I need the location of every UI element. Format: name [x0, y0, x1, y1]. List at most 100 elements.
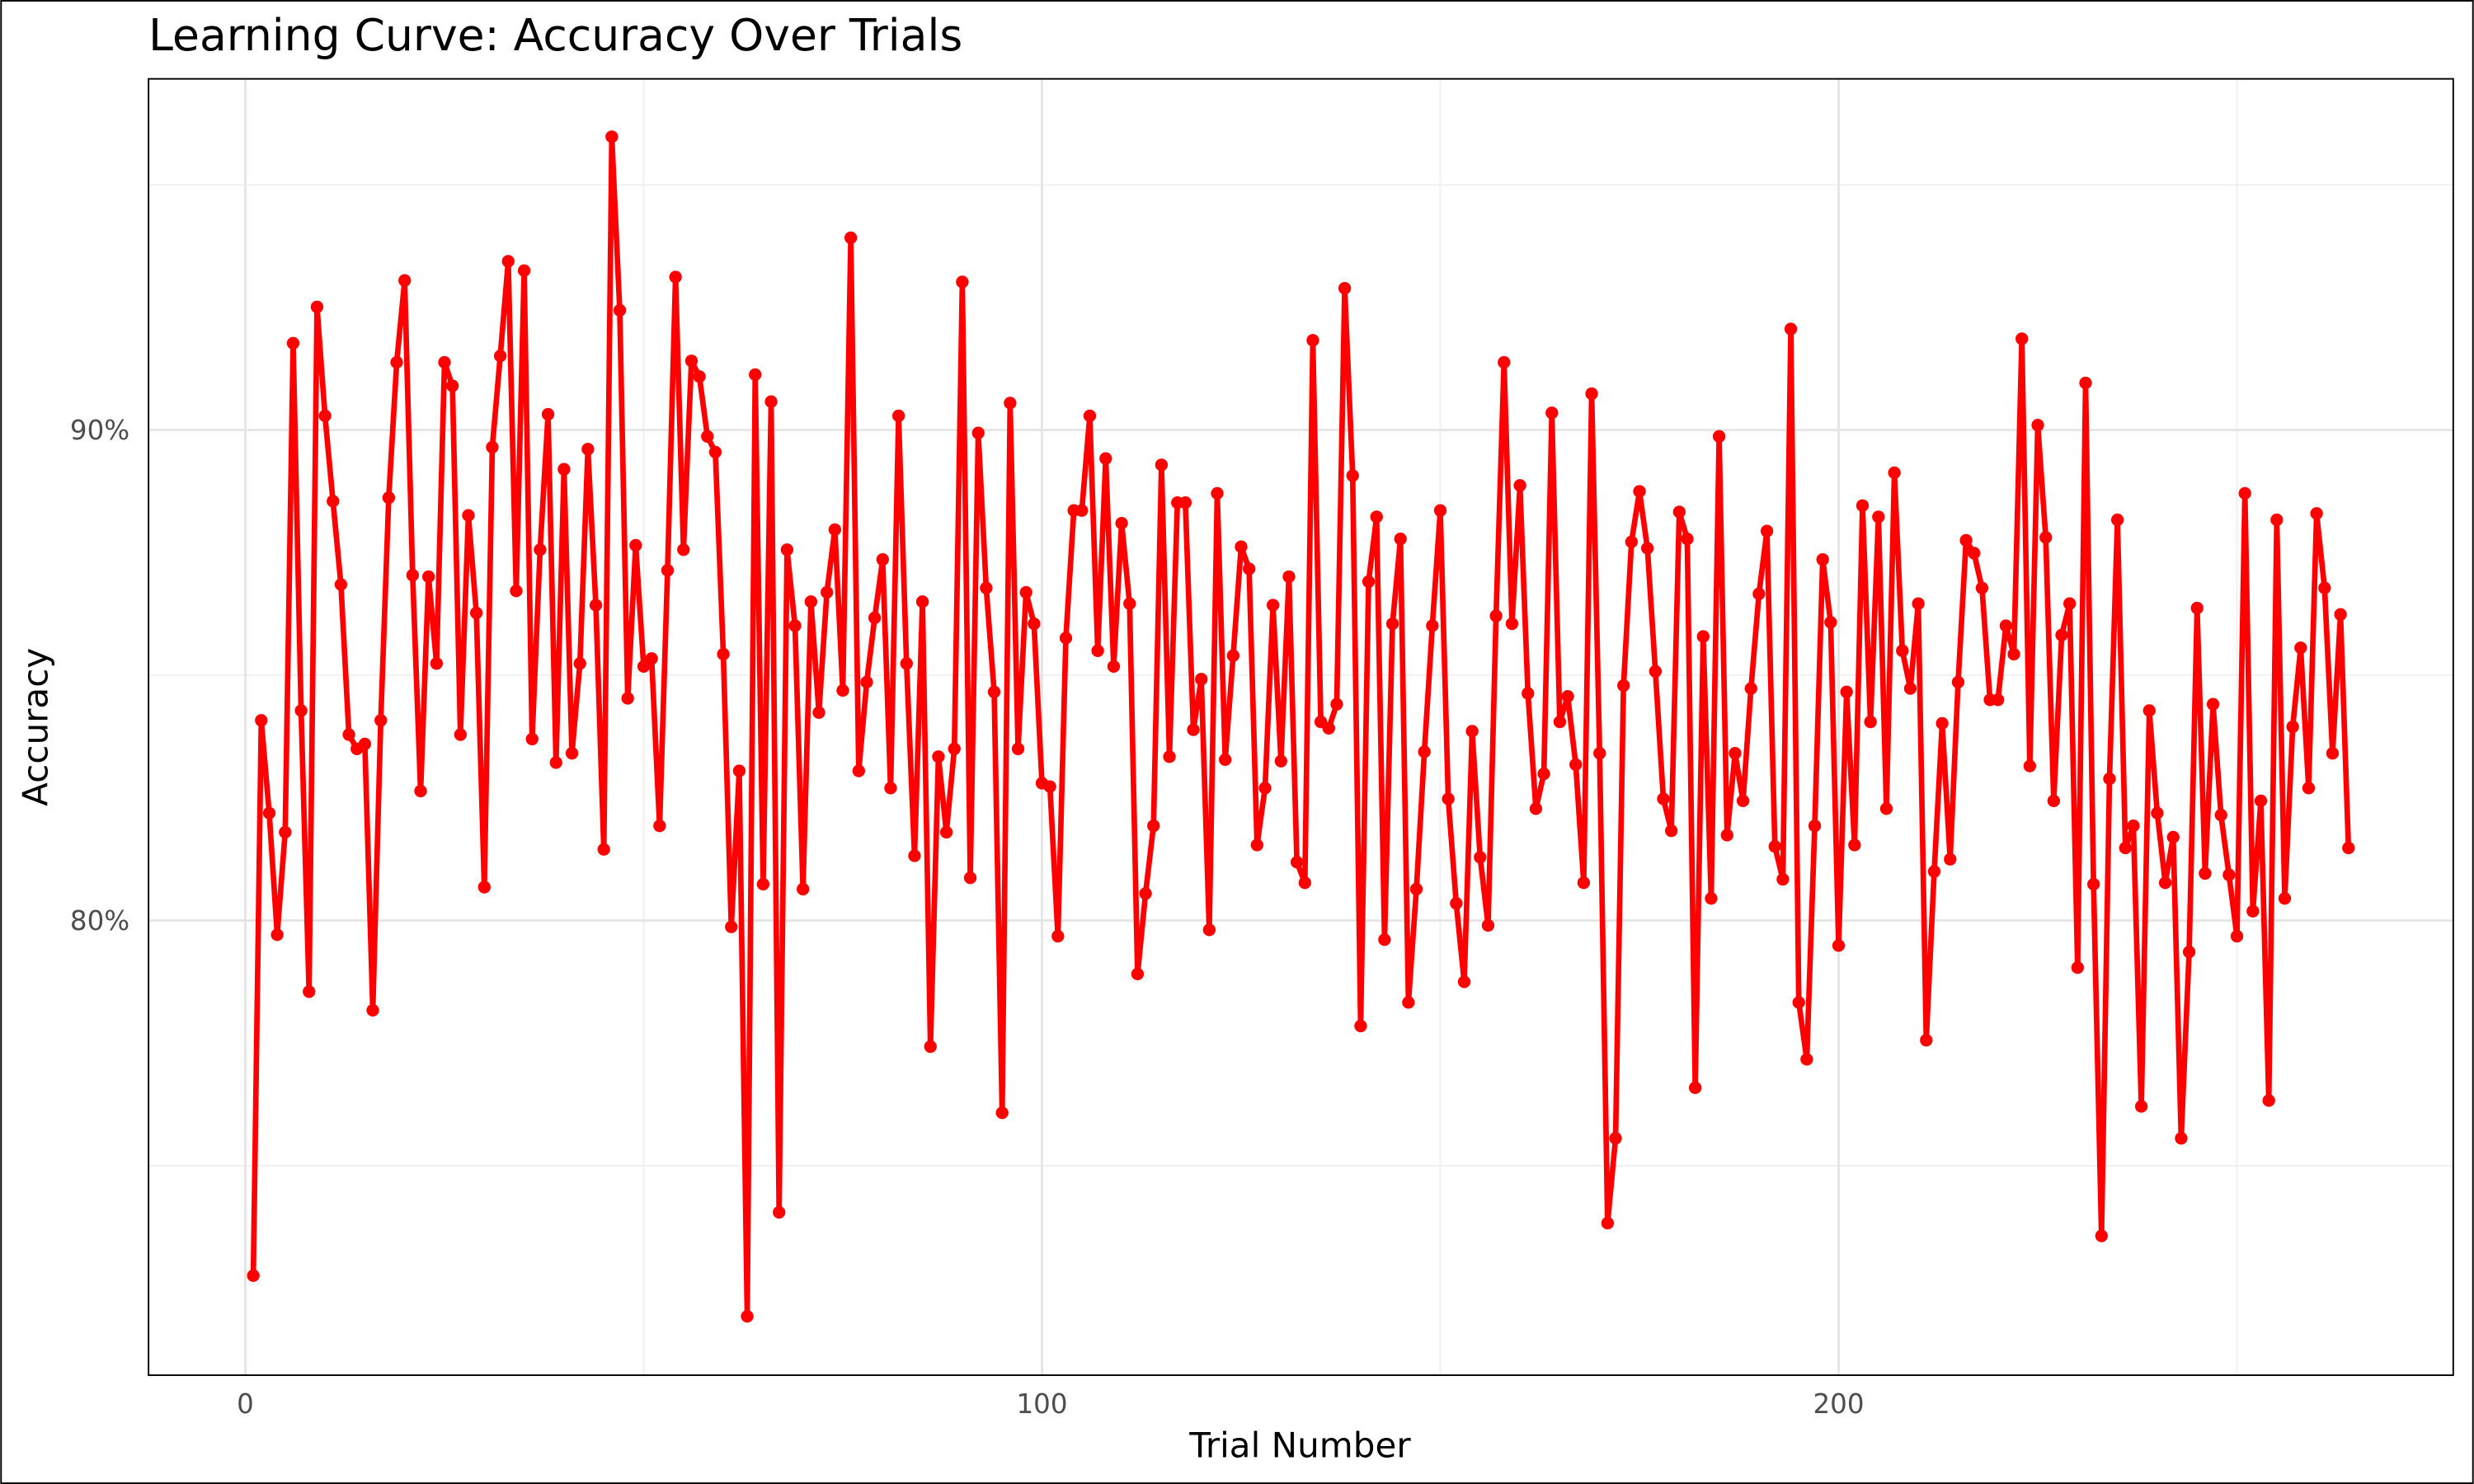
x-tick-label: 100 — [1016, 1388, 1067, 1420]
data-point — [1290, 856, 1304, 869]
data-point — [510, 585, 523, 598]
data-point — [366, 1003, 379, 1017]
data-point — [1123, 597, 1136, 610]
data-point — [1226, 649, 1240, 662]
data-point — [1394, 533, 1407, 546]
data-point — [2246, 904, 2260, 918]
data-point — [1059, 632, 1073, 645]
data-point — [1888, 466, 1901, 480]
data-point — [501, 255, 515, 268]
data-point — [2302, 782, 2316, 795]
data-point — [1585, 387, 1598, 401]
data-point — [788, 619, 802, 632]
data-point — [836, 683, 849, 697]
data-point — [1577, 876, 1591, 890]
data-point — [1522, 687, 1535, 700]
data-point — [446, 379, 459, 392]
data-point — [255, 714, 268, 727]
data-point — [1641, 542, 1654, 555]
data-point — [334, 578, 348, 591]
data-point — [605, 130, 618, 143]
data-point — [1362, 575, 1376, 589]
y-axis-title: Accuracy — [16, 648, 56, 806]
data-point — [270, 928, 284, 942]
data-point — [725, 920, 738, 933]
data-point — [1529, 802, 1543, 815]
data-point — [1282, 570, 1296, 584]
data-point — [327, 495, 340, 508]
data-point — [1696, 630, 1710, 643]
data-point — [637, 660, 651, 674]
data-point — [2127, 819, 2140, 833]
y-tick-label: 80% — [70, 905, 129, 937]
data-point — [1178, 496, 1192, 510]
data-point — [2318, 581, 2331, 594]
data-point — [1330, 697, 1343, 711]
data-point — [1959, 533, 1973, 547]
data-point — [2055, 628, 2068, 641]
data-point — [1824, 616, 1837, 629]
data-line — [250, 134, 2352, 1319]
data-point — [932, 750, 945, 763]
data-point — [900, 657, 913, 670]
data-point — [1338, 282, 1352, 295]
data-point — [1187, 723, 1200, 736]
data-point — [541, 407, 555, 421]
data-point — [1465, 725, 1479, 738]
data-point — [2071, 960, 2084, 974]
data-point — [1879, 802, 1893, 815]
data-point — [2166, 830, 2180, 844]
data-point — [1354, 1019, 1367, 1033]
data-point — [2142, 704, 2156, 717]
data-point — [2310, 507, 2323, 520]
data-point — [1147, 819, 1160, 833]
data-point — [1561, 689, 1574, 703]
data-point — [1768, 840, 1781, 853]
data-point — [621, 692, 634, 705]
data-point — [732, 764, 746, 777]
data-point — [1705, 892, 1718, 905]
data-point — [1951, 675, 1965, 689]
data-point — [486, 440, 499, 454]
data-point — [1243, 562, 1256, 575]
data-point — [1489, 609, 1503, 622]
data-point — [294, 704, 308, 717]
data-point — [2214, 808, 2227, 822]
data-point — [948, 742, 961, 755]
data-point — [1999, 619, 2013, 632]
data-point — [390, 355, 403, 369]
data-point — [2175, 1132, 2188, 1145]
data-point — [1385, 617, 1399, 631]
data-point — [2023, 759, 2037, 773]
data-point — [1808, 819, 1822, 833]
data-point — [2015, 332, 2029, 345]
data-point — [2199, 866, 2212, 881]
data-point — [1155, 458, 1169, 472]
data-point — [534, 543, 547, 556]
data-point — [1712, 430, 1726, 443]
data-point — [525, 732, 539, 746]
data-point — [589, 599, 603, 612]
data-point — [2095, 1229, 2108, 1242]
data-point — [1975, 581, 1989, 594]
data-point — [247, 1269, 260, 1282]
data-point — [1513, 479, 1526, 492]
data-point — [2334, 608, 2347, 621]
data-point — [1235, 540, 1248, 553]
data-point — [773, 1205, 786, 1219]
data-point — [2206, 697, 2220, 711]
data-point — [1442, 792, 1455, 805]
data-point — [1657, 792, 1670, 805]
data-point — [2342, 841, 2355, 855]
data-point — [1649, 665, 1662, 678]
data-point — [1004, 397, 1017, 410]
data-point — [1617, 679, 1630, 693]
data-point — [1418, 745, 1431, 758]
data-point — [1505, 617, 1519, 631]
data-point — [2087, 877, 2100, 891]
data-point — [1457, 975, 1471, 989]
data-point — [1545, 406, 1559, 420]
data-point — [1672, 505, 1686, 519]
